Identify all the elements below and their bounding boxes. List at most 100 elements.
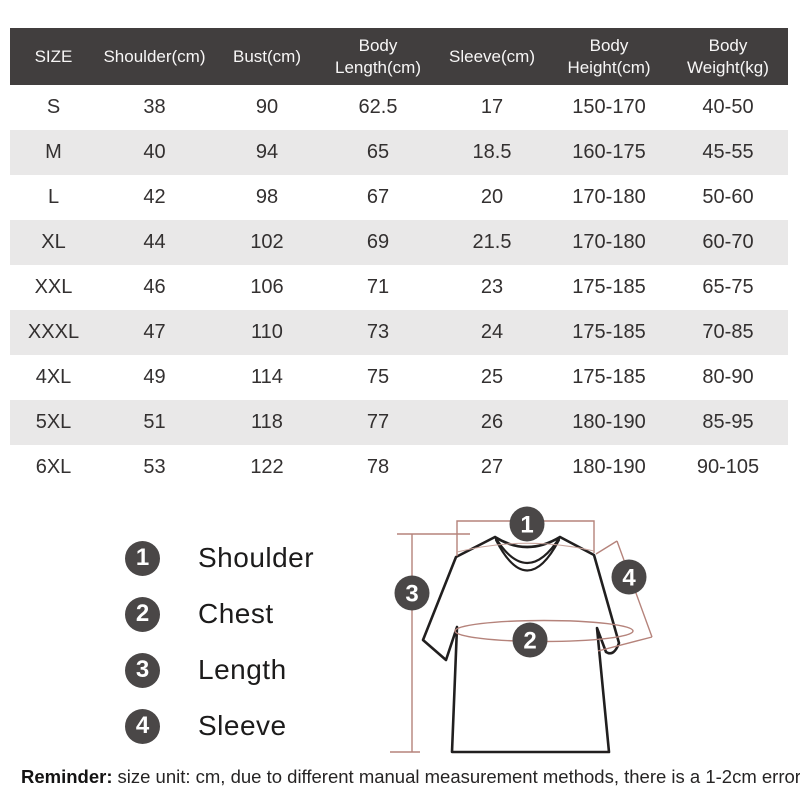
table-cell: 175-185: [572, 276, 646, 298]
table-cell: 110: [251, 321, 283, 343]
table-cell: 6XL: [35, 456, 72, 478]
marker-3-number: 3: [405, 581, 418, 608]
collar-rib-line-2: [494, 538, 561, 572]
column-header: SIZE: [10, 28, 97, 85]
table-row: M 40 94 65 18.5 160-175 45-55: [10, 130, 788, 175]
table-cell: 180-190: [572, 411, 646, 433]
marker-1-circle: [509, 506, 545, 542]
table-cell: 114: [251, 366, 283, 388]
table-cell: 180-190: [572, 456, 646, 478]
table-cell: 90: [255, 96, 279, 118]
table-cell: 71: [366, 276, 390, 298]
table-cell: 5XL: [35, 411, 72, 433]
table-cell: 73: [366, 321, 390, 343]
table-cell: 23: [480, 276, 504, 298]
shoulder-collar-guide-line: [456, 542, 595, 553]
table-cell: XXXL: [27, 321, 80, 343]
table-cell: 40-50: [702, 96, 754, 118]
measurement-legend: 1 Shoulder 2 Chest 3 Length 4 Sleeve: [125, 530, 314, 754]
table-cell: 90-105: [696, 456, 760, 478]
table-cell: 122: [250, 456, 284, 478]
table-cell: 45-55: [702, 141, 754, 163]
reminder-label: Reminder:: [21, 766, 113, 787]
table-cell: 50-60: [702, 186, 754, 208]
column-header: Shoulder(cm): [97, 28, 212, 85]
table-row: 6XL 53 122 78 27 180-190 90-105: [10, 445, 788, 490]
table-cell: 44: [143, 231, 166, 253]
table-cell: 53: [143, 456, 166, 478]
table-cell: 65: [366, 141, 390, 163]
table-cell: 102: [250, 231, 284, 253]
table-cell: 78: [366, 456, 390, 478]
table-cell: 175-185: [572, 366, 646, 388]
table-cell: 118: [251, 411, 283, 433]
table-cell: 20: [480, 186, 504, 208]
legend-item-sleeve: 4 Sleeve: [125, 698, 314, 754]
table-cell: 38: [143, 96, 166, 118]
legend-item-shoulder: 1 Shoulder: [125, 530, 314, 586]
marker-4-number: 4: [622, 565, 636, 592]
table-cell: 94: [255, 141, 279, 163]
tshirt-measurement-diagram: 1 2 3 4: [390, 506, 653, 754]
column-header: Bust(cm): [212, 28, 322, 85]
marker-1-number: 1: [520, 512, 533, 539]
marker-2-circle: [512, 622, 548, 658]
legend-label: Shoulder: [198, 542, 315, 573]
marker-4-circle: [611, 559, 647, 595]
table-cell: 26: [480, 411, 504, 433]
table-cell: 4XL: [35, 366, 72, 388]
legend-item-length: 3 Length: [125, 642, 314, 698]
table-cell: 106: [250, 276, 284, 298]
table-cell: 46: [143, 276, 166, 298]
table-cell: 150-170: [572, 96, 646, 118]
table-cell: 27: [480, 456, 504, 478]
table-cell: 160-175: [572, 141, 646, 163]
table-cell: 42: [143, 186, 166, 208]
table-cell: 80-90: [702, 366, 754, 388]
table-row: S 38 90 62.5 17 150-170 40-50: [10, 85, 788, 130]
size-chart-table: SIZE Shoulder(cm) Bust(cm) Body Length(cm) S…: [10, 28, 788, 490]
length-measure-line: [390, 533, 470, 753]
legend-number-badge: 3: [125, 652, 160, 688]
table-cell: L: [47, 186, 60, 208]
table-cell: 49: [143, 366, 166, 388]
table-cell: 65-75: [702, 276, 754, 298]
column-header: Body Length(cm): [322, 28, 434, 85]
table-header-row: SIZE Shoulder(cm) Bust(cm) Body Length(cm) S…: [10, 28, 788, 85]
reminder-note: Reminder: size unit: cm, due to different…: [21, 766, 800, 788]
table-row: 4XL 49 114 75 25 175-185 80-90: [10, 355, 788, 400]
legend-item-chest: 2 Chest: [125, 586, 314, 642]
table-cell: 67: [366, 186, 390, 208]
table-row: XXXL 47 110 73 24 175-185 70-85: [10, 310, 788, 355]
table-cell: 51: [143, 411, 166, 433]
legend-number-badge: 2: [125, 596, 160, 632]
table-cell: 60-70: [702, 231, 754, 253]
legend-label: Length: [198, 654, 287, 685]
legend-label: Chest: [198, 598, 274, 629]
table-cell: 77: [366, 411, 390, 433]
marker-2-number: 2: [523, 628, 536, 655]
table-cell: 18.5: [472, 141, 512, 163]
table-row: L 42 98 67 20 170-180 50-60: [10, 175, 788, 220]
collar-rib-line-1: [493, 535, 562, 564]
table-cell: 69: [366, 231, 390, 253]
table-row: XXL 46 106 71 23 175-185 65-75: [10, 265, 788, 310]
table-cell: 21.5: [472, 231, 512, 253]
table-cell: 70-85: [702, 321, 754, 343]
table-cell: 25: [480, 366, 504, 388]
table-cell: 170-180: [572, 186, 646, 208]
marker-3-circle: [394, 575, 430, 611]
table-cell: S: [46, 96, 61, 118]
table-row: XL 44 102 69 21.5 170-180 60-70: [10, 220, 788, 265]
column-header: Sleeve(cm): [434, 28, 550, 85]
table-cell: 170-180: [572, 231, 646, 253]
table-cell: 98: [255, 186, 279, 208]
legend-number-badge: 1: [125, 540, 160, 576]
column-header: Body Weight(kg): [668, 28, 788, 85]
table-cell: XXL: [34, 276, 73, 298]
table-cell: 75: [366, 366, 390, 388]
table-cell: 85-95: [702, 411, 754, 433]
reminder-text: size unit: cm, due to different manual m…: [117, 766, 800, 787]
table-cell: M: [45, 141, 62, 163]
table-cell: 24: [480, 321, 504, 343]
